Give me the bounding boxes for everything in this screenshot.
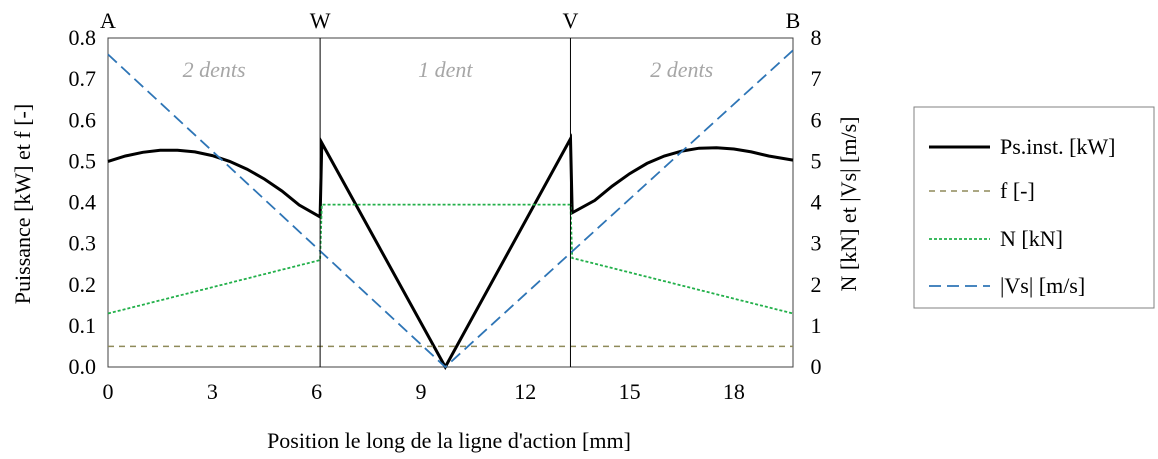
legend-label-2: f [-] [1000, 178, 1035, 203]
x-tick-label: 0 [103, 379, 114, 404]
x-tick-label: 15 [619, 379, 641, 404]
y-right-tick-label: 8 [811, 25, 822, 50]
marker-label: W [310, 8, 331, 33]
zone-label: 2 dents [650, 57, 713, 82]
x-tick-label: 3 [207, 379, 218, 404]
series-layer [107, 49, 794, 371]
y-left-tick-label: 0.3 [69, 231, 97, 256]
y-right-tick-label: 3 [811, 231, 822, 256]
legend-label-4: |Vs| [m/s] [1000, 273, 1085, 298]
zones-layer: 2 dents 1 dent 2 dents [183, 57, 714, 82]
y-left-tick-label: 0.6 [69, 107, 97, 132]
y-left-tick-label: 0.8 [69, 25, 97, 50]
zone-label: 2 dents [183, 57, 246, 82]
marker-label: V [563, 8, 579, 33]
series-line-3 [107, 203, 794, 315]
legend-label-1: Ps.inst. [kW] [1000, 134, 1116, 159]
legend-label-3: N [kN] [1000, 226, 1063, 251]
series-line-4 [107, 49, 794, 369]
x-tick-label: 9 [415, 379, 426, 404]
y-left-tick-label: 0.5 [69, 148, 97, 173]
y-left-tick-label: 0.4 [69, 190, 97, 215]
legend-box [913, 106, 1155, 309]
x-tick-label: 12 [514, 379, 536, 404]
y-left-tick-label: 0.7 [69, 66, 97, 91]
plot-area [107, 37, 794, 368]
y-right-tick-label: 5 [811, 148, 822, 173]
y-right-axis-title: N [kN] et |Vs| [m/s] [836, 116, 861, 291]
marker-label: B [786, 8, 801, 33]
y-right-tick-label: 0 [811, 354, 822, 379]
y-right-tick-label: 2 [811, 272, 822, 297]
y-left-tick-label: 0.0 [69, 354, 97, 379]
x-axis-title: Position le long de la ligne d'action [m… [267, 428, 631, 453]
y-right-tick-label: 7 [811, 66, 822, 91]
plot-frame [107, 37, 794, 368]
y-right-tick-label: 1 [811, 313, 822, 338]
y-right-tick-label: 6 [811, 107, 822, 132]
x-tick-label: 18 [723, 379, 745, 404]
y-left-axis-title: Puissance [kW] et f [-] [10, 104, 35, 304]
x-tick-label: 6 [311, 379, 322, 404]
axes-layer: 0 3 6 9 12 15 180.00.10.20.30.40.50.60.70.8012… [69, 25, 822, 404]
y-left-tick-label: 0.2 [69, 272, 97, 297]
legend: Ps.inst. [kW] f [-] N [kN] |Vs| [m/s] [913, 106, 1155, 309]
y-left-tick-label: 0.1 [69, 313, 97, 338]
y-right-tick-label: 4 [811, 190, 822, 215]
zone-label: 1 dent [418, 57, 473, 82]
marker-label: A [100, 8, 116, 33]
series-line-1 [107, 133, 794, 371]
